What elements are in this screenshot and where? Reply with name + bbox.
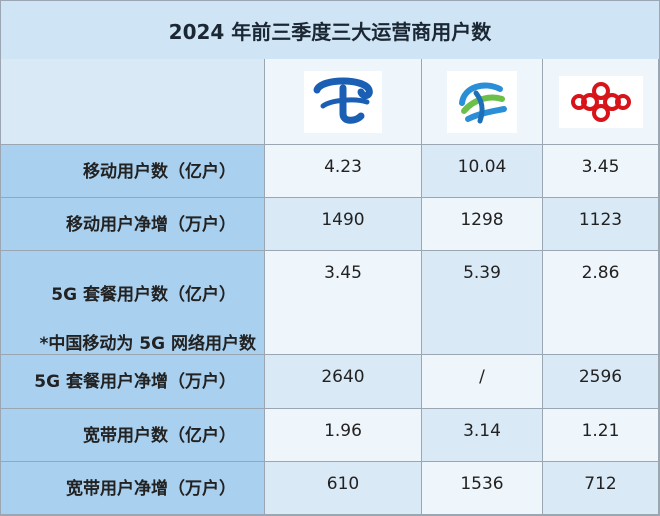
cell-telecom-broadband-net-add: 610 <box>265 462 422 515</box>
cell-telecom-5g-net-add: 2640 <box>265 355 422 409</box>
row-label-5g-net-add: 5G 套餐用户净增（万户） <box>1 355 265 409</box>
cell-unicom-5g-net-add: 2596 <box>543 355 659 409</box>
header-empty-cell <box>1 59 265 145</box>
cell-mobile-mobile-users: 10.04 <box>422 145 543 198</box>
header-mobile-cell <box>422 59 543 145</box>
china-unicom-logo-icon <box>558 75 643 128</box>
row-label-mobile-net-add: 移动用户净增（万户） <box>1 198 265 251</box>
cell-telecom-5g-users: 3.45 <box>265 251 422 355</box>
cell-mobile-broadband-users: 3.14 <box>422 409 543 462</box>
row-label-5g-users-text: 5G 套餐用户数（亿户） <box>51 285 236 305</box>
cell-mobile-5g-net-add: / <box>422 355 543 409</box>
cell-unicom-mobile-net-add: 1123 <box>543 198 659 251</box>
cell-telecom-mobile-users: 4.23 <box>265 145 422 198</box>
row-label-mobile-users: 移动用户数（亿户） <box>1 145 265 198</box>
table-title: 2024 年前三季度三大运营商用户数 <box>1 1 659 60</box>
row-label-broadband-users: 宽带用户数（亿户） <box>1 409 265 462</box>
cell-mobile-mobile-net-add: 1298 <box>422 198 543 251</box>
row-label-5g-users: 5G 套餐用户数（亿户） *中国移动为 5G 网络用户数 <box>1 251 265 355</box>
row-note-5g-users: *中国移动为 5G 网络用户数 <box>39 334 256 354</box>
cell-unicom-broadband-users: 1.21 <box>543 409 659 462</box>
row-label-broadband-net-add: 宽带用户净增（万户） <box>1 462 265 515</box>
header-telecom-cell <box>265 59 422 145</box>
china-mobile-logo-icon <box>447 70 517 133</box>
cell-unicom-broadband-net-add: 712 <box>543 462 659 515</box>
china-telecom-logo-icon <box>304 70 382 133</box>
cell-telecom-mobile-net-add: 1490 <box>265 198 422 251</box>
cell-telecom-broadband-users: 1.96 <box>265 409 422 462</box>
header-unicom-cell <box>543 59 659 145</box>
cell-unicom-5g-users: 2.86 <box>543 251 659 355</box>
cell-unicom-mobile-users: 3.45 <box>543 145 659 198</box>
cell-mobile-5g-users: 5.39 <box>422 251 543 355</box>
cell-mobile-broadband-net-add: 1536 <box>422 462 543 515</box>
